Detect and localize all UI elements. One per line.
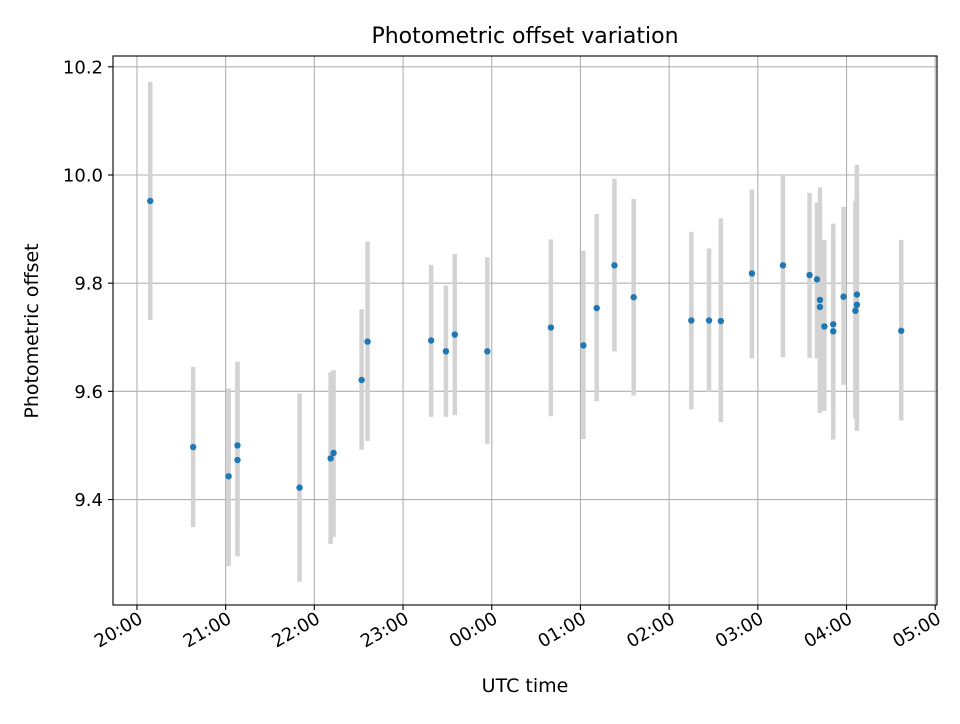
y-tick-label: 10.2 (63, 57, 103, 78)
data-point (853, 301, 861, 309)
data-point (813, 276, 821, 283)
data-point (779, 262, 787, 269)
data-point (330, 449, 337, 457)
data-point (830, 321, 837, 328)
data-point (484, 348, 491, 355)
y-tick-label: 9.8 (74, 274, 103, 295)
data-point (840, 293, 847, 300)
data-point (296, 484, 303, 491)
data-point (898, 327, 905, 334)
data-point (821, 323, 828, 330)
x-tick-label: 05:00 (889, 608, 944, 652)
x-axis-label: UTC time (482, 675, 569, 697)
data-point (705, 317, 713, 324)
chart-title: Photometric offset variation (371, 24, 678, 49)
data-point (852, 307, 859, 314)
data-point (688, 317, 695, 324)
data-point (234, 442, 241, 449)
data-point (442, 348, 450, 355)
data-point (816, 296, 824, 304)
x-tick-label: 03:00 (712, 608, 767, 652)
y-tick-label: 9.4 (74, 490, 103, 511)
point-layer (147, 197, 905, 491)
data-point (225, 473, 232, 480)
data-point (451, 331, 458, 338)
data-point (816, 303, 824, 311)
x-tick-label: 20:00 (91, 608, 146, 652)
x-tick-label: 23:00 (357, 608, 412, 652)
data-point (364, 338, 371, 345)
data-point (358, 376, 365, 384)
y-tick-label: 10.0 (63, 165, 103, 186)
data-point (547, 324, 555, 331)
x-tick-label: 01:00 (535, 608, 590, 652)
x-tick-label: 04:00 (801, 608, 856, 652)
plot-frame (112, 55, 938, 606)
grid-layer (113, 56, 937, 605)
data-point (234, 456, 241, 464)
x-tick-label: 22:00 (268, 608, 323, 652)
data-point (717, 317, 725, 325)
errorbar-layer (148, 81, 904, 582)
data-point (327, 455, 334, 462)
data-point (748, 270, 756, 277)
data-point (189, 443, 197, 451)
y-axis-label: Photometric offset (21, 243, 43, 418)
data-point (806, 271, 813, 279)
data-point (593, 304, 600, 312)
data-point (630, 294, 637, 301)
tick-layer: 20:00 21:00 22:00 23:00 00:00 01:00 02:00 03:00… (63, 57, 945, 652)
x-tick-label: 21:00 (180, 608, 235, 652)
data-point (611, 262, 618, 269)
x-tick-label: 02:00 (623, 608, 678, 652)
data-point (427, 337, 435, 344)
data-point (147, 197, 154, 205)
y-tick-label: 9.6 (74, 382, 103, 403)
data-point (830, 328, 837, 335)
x-tick-label: 00:00 (446, 608, 501, 652)
data-point (580, 342, 587, 349)
data-point (853, 291, 861, 298)
